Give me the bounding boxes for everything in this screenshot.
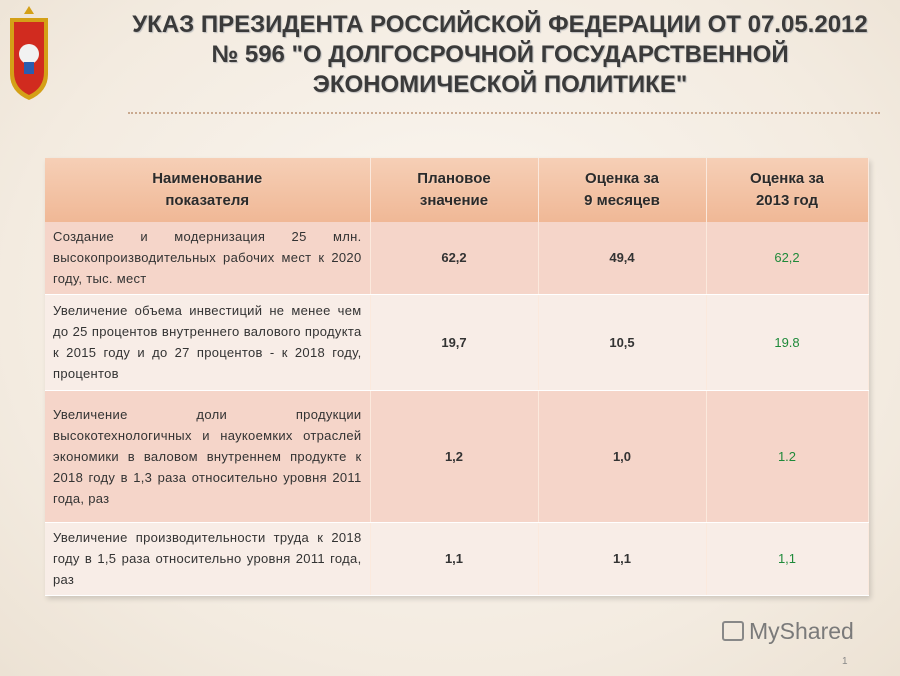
indicator-value: 1,0 xyxy=(538,390,707,523)
indicator-name: Создание и модернизация 25 млн. высокопр… xyxy=(45,222,371,295)
column-header-line: Наименование xyxy=(152,170,263,187)
title-line: УКАЗ ПРЕЗИДЕНТА РОССИЙСКОЙ ФЕДЕРАЦИИ ОТ … xyxy=(132,11,868,38)
column-header-line: значение xyxy=(419,192,489,209)
indicator-table: Наименование показателя Плановое значение Оц… xyxy=(45,158,869,596)
column-header-line: 9 месяцев xyxy=(584,192,660,209)
divider xyxy=(128,112,880,114)
indicator-value: 1,1 xyxy=(538,522,707,596)
column-header: Оценка за 9 месяцев xyxy=(538,158,707,222)
indicator-name: Увеличение доли продукции высокотехнолог… xyxy=(45,390,371,523)
spacer xyxy=(718,620,720,622)
indicator-value: 10,5 xyxy=(538,294,707,391)
title-line: ЭКОНОМИЧЕСКОЙ ПОЛИТИКЕ" xyxy=(312,71,688,98)
indicator-value: 19,7 xyxy=(370,294,539,391)
emblem xyxy=(10,6,48,100)
indicator-value: 62,2 xyxy=(370,222,539,295)
indicator-name: Увеличение объема инвестиций не менее че… xyxy=(45,294,371,391)
column-header-line: Оценка за xyxy=(750,170,824,187)
column-header: Оценка за 2013 год xyxy=(706,158,869,222)
header-row: Наименование показателя Плановое значение Оц… xyxy=(45,158,869,222)
indicator-value: 1,1 xyxy=(370,522,539,596)
watermark-text: MyShared xyxy=(749,618,854,644)
table-row: Создание и модернизация 25 млн. высокопр… xyxy=(45,222,869,295)
indicator-value: 49,4 xyxy=(538,222,707,295)
title: УКАЗ ПРЕЗИДЕНТА РОССИЙСКОЙ ФЕДЕРАЦИИ ОТ … xyxy=(120,10,880,100)
column-header: Плановое значение xyxy=(370,158,539,222)
column-header-line: 2013 год xyxy=(755,192,819,209)
column-header-line: Оценка за xyxy=(585,170,659,187)
column-header-line: Плановое xyxy=(417,170,491,187)
indicator-value: 19.8 xyxy=(706,294,869,391)
indicator-value: 1,2 xyxy=(370,390,539,523)
indicator-value: 1,1 xyxy=(706,522,869,596)
indicator-value: 1.2 xyxy=(706,390,869,523)
table-row: Увеличение объема инвестиций не менее че… xyxy=(45,294,869,391)
column-header-line: показателя xyxy=(165,192,250,209)
column-header: Наименование показателя xyxy=(45,158,371,222)
table-row: Увеличение доли продукции высокотехнолог… xyxy=(45,390,869,523)
indicator-value: 62,2 xyxy=(706,222,869,295)
indicator-name: Увеличение производительности труда к 20… xyxy=(45,522,371,596)
watermark-icon xyxy=(722,621,744,641)
page-number: 1 xyxy=(842,656,848,667)
title-line: № 596 "О ДОЛГОСРОЧНОЙ ГОСУДАРСТВЕННОЙ xyxy=(211,41,789,68)
table-row: Увеличение производительности труда к 20… xyxy=(45,522,869,596)
watermark: MyShared xyxy=(722,618,854,645)
